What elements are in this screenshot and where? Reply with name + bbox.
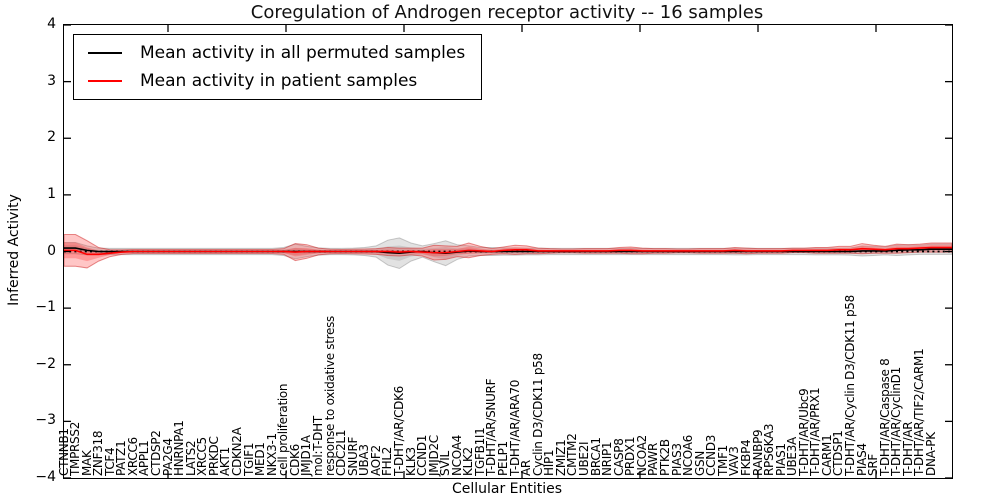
plot-area: Mean activity in all permuted samples Me… xyxy=(57,24,953,479)
legend-label-permuted: Mean activity in all permuted samples xyxy=(140,43,466,63)
y-tick-label: 0 xyxy=(47,242,56,259)
y-tick-label: 4 xyxy=(47,16,56,32)
y-tick-label: 2 xyxy=(47,129,56,146)
legend-item-permuted: Mean activity in all permuted samples xyxy=(88,43,465,63)
chart-title: Coregulation of Androgen receptor activi… xyxy=(250,2,764,23)
x-category-label: DNA-PK xyxy=(924,432,939,476)
y-tick-label: −1 xyxy=(35,299,56,316)
y-tick-label: −3 xyxy=(35,412,56,429)
legend: Mean activity in all permuted samples Me… xyxy=(73,34,483,100)
x-axis-label: Cellular Entities xyxy=(451,481,563,497)
y-tick-label: 3 xyxy=(47,72,56,89)
permuted-line-swatch-icon xyxy=(88,52,122,54)
chart-canvas xyxy=(64,25,952,478)
legend-label-patient: Mean activity in patient samples xyxy=(140,71,418,91)
y-tick-label: −4 xyxy=(35,469,56,485)
y-tick-label: 1 xyxy=(47,185,56,202)
legend-item-patient: Mean activity in patient samples xyxy=(88,71,465,91)
patient-line-swatch-icon xyxy=(88,80,122,82)
y-tick-label: −2 xyxy=(35,355,56,372)
